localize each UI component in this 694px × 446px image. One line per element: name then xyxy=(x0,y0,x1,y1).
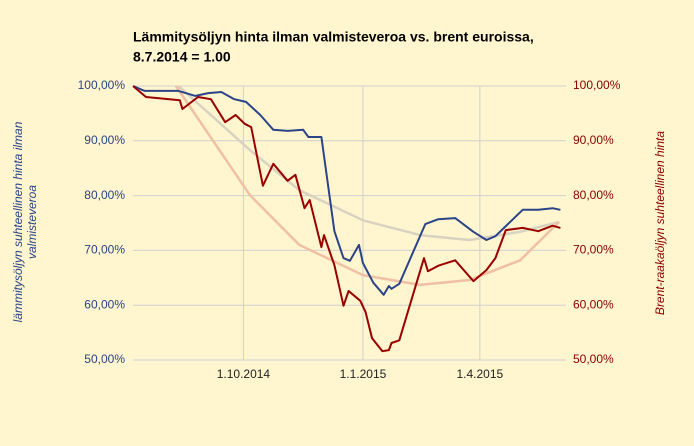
y2-tick-label: 100,00% xyxy=(573,78,621,92)
x-tick-label: 1.10.2014 xyxy=(217,367,271,381)
y-tick-label: 80,00% xyxy=(84,188,125,202)
y-tick-label: 90,00% xyxy=(84,133,125,147)
y2-tick-label: 50,00% xyxy=(573,352,614,366)
y-axis-title: lämmitysöljyn suhteellinen hinta ilman v… xyxy=(11,121,39,323)
series-line xyxy=(177,85,560,242)
y2-tick-label: 70,00% xyxy=(573,243,614,257)
y-tick-label: 100,00% xyxy=(78,78,126,92)
y2-tick-label: 80,00% xyxy=(573,188,614,202)
chart-title: 8.7.2014 = 1.00 xyxy=(133,49,231,65)
y-tick-label: 50,00% xyxy=(84,352,125,366)
series-line xyxy=(132,85,561,353)
x-tick-label: 1.4.2015 xyxy=(456,367,503,381)
x-tick-label: 1.1.2015 xyxy=(340,367,387,381)
chart-title: Lämmitysöljyn hinta ilman valmisteveroa … xyxy=(133,29,534,45)
y-tick-label: 60,00% xyxy=(84,297,125,311)
y2-tick-label: 60,00% xyxy=(573,297,614,311)
series-line xyxy=(174,85,560,287)
y2-axis-title: Brent-raakaöljyn suhteellinen hinta xyxy=(653,130,667,316)
y-tick-label: 70,00% xyxy=(84,243,125,257)
y2-tick-label: 90,00% xyxy=(573,133,614,147)
series-line xyxy=(132,85,561,296)
